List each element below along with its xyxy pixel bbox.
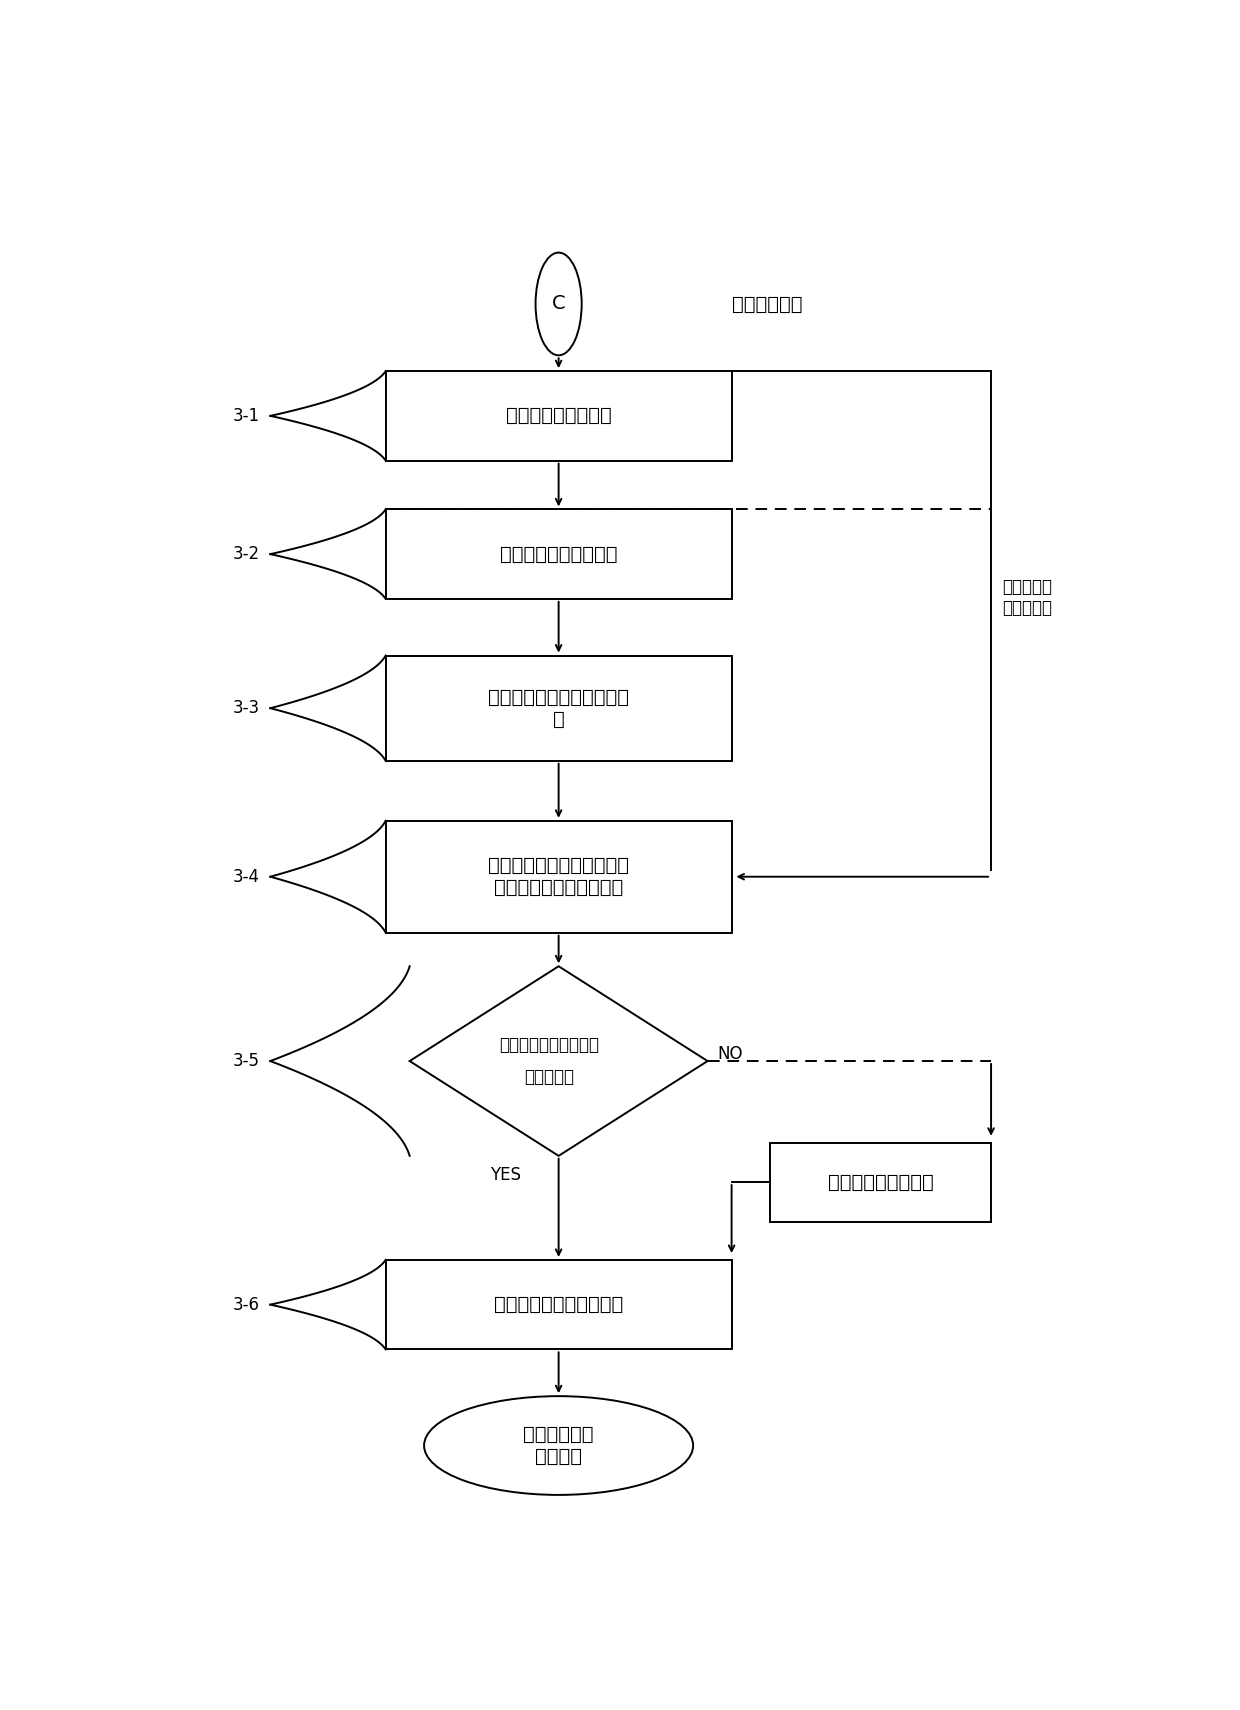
FancyBboxPatch shape	[386, 510, 732, 598]
Text: 复位控制器输出复位信号: 复位控制器输出复位信号	[494, 1294, 624, 1315]
Text: 复位定时器计时溢出: 复位定时器计时溢出	[827, 1173, 934, 1192]
Text: 调用复位中断服务程序: 调用复位中断服务程序	[500, 544, 618, 564]
Text: 执行完毕？: 执行完毕？	[525, 1067, 574, 1086]
Text: 3-4: 3-4	[233, 867, 260, 886]
Text: NO: NO	[717, 1045, 743, 1064]
Text: 3-3: 3-3	[233, 699, 260, 716]
FancyBboxPatch shape	[386, 1260, 732, 1349]
Text: 复位中断处理函数调用: 复位中断处理函数调用	[498, 1036, 599, 1055]
FancyBboxPatch shape	[386, 821, 732, 932]
FancyBboxPatch shape	[386, 371, 732, 460]
Text: 处理器及相关
设备复位: 处理器及相关 设备复位	[523, 1424, 594, 1465]
Ellipse shape	[424, 1395, 693, 1495]
Text: 触发复位中断: 触发复位中断	[732, 294, 802, 313]
FancyBboxPatch shape	[386, 655, 732, 761]
Text: 复位定时器开始工作: 复位定时器开始工作	[506, 407, 611, 426]
Text: C: C	[552, 294, 565, 313]
Polygon shape	[409, 966, 708, 1156]
Text: 从复位中断处理函数链表中
依次调用高优先级的函数: 从复位中断处理函数链表中 依次调用高优先级的函数	[489, 857, 629, 898]
Text: 3-5: 3-5	[233, 1052, 260, 1070]
FancyBboxPatch shape	[770, 1142, 991, 1221]
Text: 记录复位中断类型和异常信
息: 记录复位中断类型和异常信 息	[489, 687, 629, 728]
Text: YES: YES	[490, 1166, 521, 1185]
Text: 3-1: 3-1	[233, 407, 260, 424]
Text: 3-2: 3-2	[233, 545, 260, 563]
Text: 3-6: 3-6	[233, 1296, 260, 1313]
Text: 复位定时器
计时时间段: 复位定时器 计时时间段	[1003, 578, 1053, 617]
